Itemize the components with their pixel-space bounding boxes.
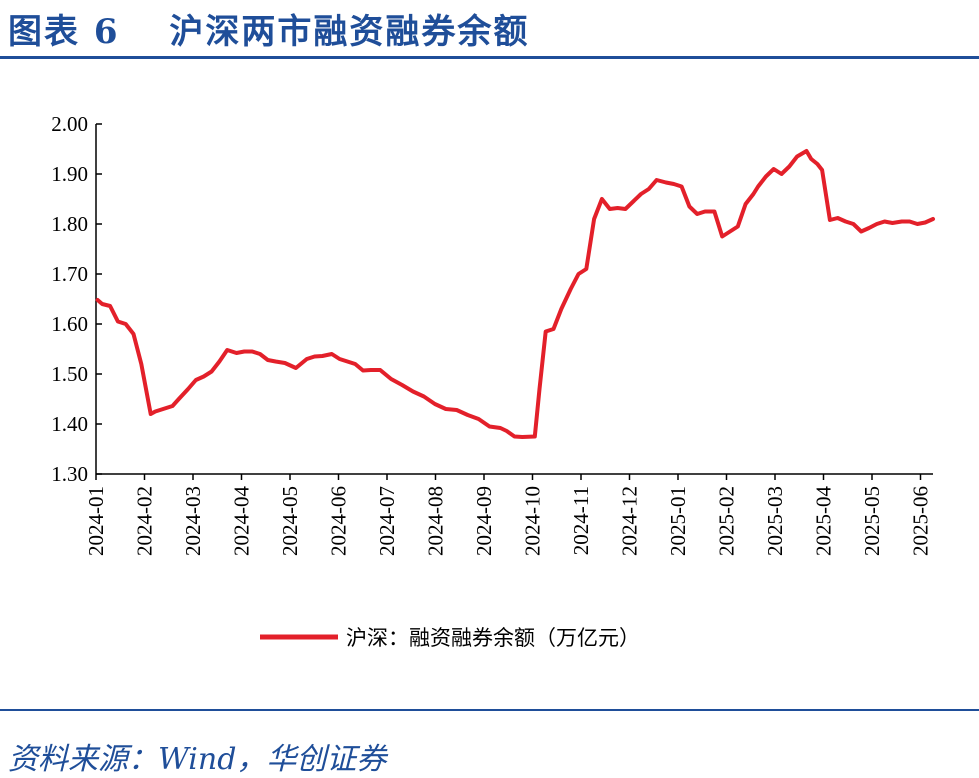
y-tick-label: 1.50 xyxy=(51,362,88,386)
y-tick-label: 2.00 xyxy=(51,112,88,136)
x-tick-label: 2024-07 xyxy=(375,486,399,556)
x-tick-label: 2025-04 xyxy=(812,486,836,556)
footer-rule xyxy=(0,709,979,711)
chart-title: 图表 6 沪深两市融资融券余额 xyxy=(8,12,530,52)
legend-label: 沪深：融资融券余额（万亿元） xyxy=(346,626,640,650)
y-tick-label: 1.90 xyxy=(51,162,88,186)
legend: 沪深：融资融券余额（万亿元） xyxy=(260,626,640,650)
x-tick-label: 2024-10 xyxy=(521,486,545,556)
y-tick-label: 1.40 xyxy=(51,412,88,436)
x-tick-label: 2025-06 xyxy=(909,486,933,556)
x-tick-label: 2025-02 xyxy=(715,486,739,556)
y-tick-label: 1.80 xyxy=(51,212,88,236)
x-tick-label: 2025-01 xyxy=(666,486,690,556)
x-tick-label: 2024-01 xyxy=(84,486,108,556)
source-note: 资料来源：Wind，华创证券 xyxy=(8,742,387,777)
y-tick-label: 1.60 xyxy=(51,312,88,336)
y-axis: 1.30 1.40 1.50 1.60 1.70 1.80 1.90 2.00 xyxy=(51,112,102,486)
series-layer xyxy=(95,149,935,439)
x-tick-label: 2024-08 xyxy=(424,486,448,556)
x-tick-label: 2024-09 xyxy=(472,486,496,556)
x-tick-label: 2024-02 xyxy=(133,486,157,556)
y-tick-label: 1.70 xyxy=(51,262,88,286)
x-tick-label: 2024-03 xyxy=(181,486,205,556)
x-tick-label: 2025-05 xyxy=(860,486,884,556)
line-chart: 1.30 1.40 1.50 1.60 1.70 1.80 1.90 2.00 2024-01… xyxy=(51,112,935,650)
y-tick-label: 1.30 xyxy=(51,462,88,486)
x-tick-label: 2024-04 xyxy=(230,486,254,556)
series-line-margin-balance xyxy=(95,149,935,439)
header-rule xyxy=(0,56,979,59)
x-tick-label: 2024-05 xyxy=(278,486,302,556)
x-tick-label: 2024-11 xyxy=(569,486,593,555)
x-tick-label: 2025-03 xyxy=(763,486,787,556)
x-axis: 2024-01 2024-02 2024-03 2024-04 2024-05 2024-… xyxy=(84,473,933,556)
x-tick-label: 2024-06 xyxy=(327,486,351,556)
x-tick-label: 2024-12 xyxy=(618,486,642,556)
